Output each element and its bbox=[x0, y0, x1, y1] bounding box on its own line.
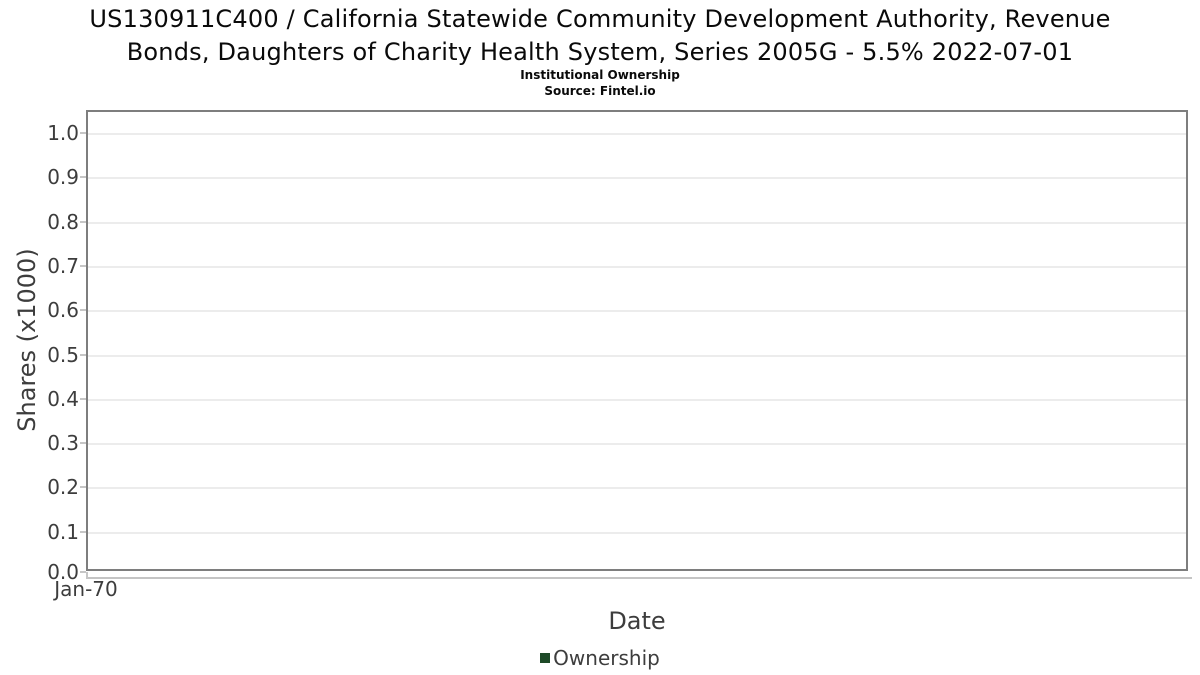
chart-title: US130911C400 / California Statewide Comm… bbox=[0, 3, 1200, 69]
y-gridline bbox=[88, 310, 1186, 313]
legend: Ownership bbox=[0, 646, 1200, 670]
y-tick-mark bbox=[80, 309, 86, 312]
y-gridline bbox=[88, 133, 1186, 135]
y-tick-label: 1.0 bbox=[47, 121, 79, 145]
x-axis-baseline bbox=[86, 577, 1192, 579]
y-tick-label: 0.8 bbox=[47, 209, 79, 234]
y-gridline bbox=[88, 221, 1186, 224]
y-gridline bbox=[88, 265, 1186, 268]
y-tick-label: 0.5 bbox=[47, 342, 79, 367]
y-tick-label: 0.4 bbox=[47, 386, 79, 411]
y-gridline bbox=[88, 443, 1186, 446]
chart-subtitle: Institutional Ownership bbox=[520, 68, 680, 82]
y-gridline bbox=[88, 531, 1186, 534]
y-tick-mark bbox=[80, 132, 86, 134]
y-gridline bbox=[88, 354, 1186, 357]
y-tick-mark bbox=[80, 530, 86, 533]
chart-title-line1: US130911C400 / California Statewide Comm… bbox=[89, 5, 1111, 33]
y-tick-mark bbox=[80, 442, 86, 445]
y-tick-label: 0.7 bbox=[47, 253, 79, 278]
plot-area bbox=[86, 110, 1188, 571]
y-tick-label: 0.0 bbox=[47, 560, 79, 584]
y-tick-mark bbox=[80, 486, 86, 489]
y-gridline bbox=[88, 487, 1186, 490]
y-tick-label: 0.1 bbox=[47, 519, 79, 544]
x-tick-mark bbox=[86, 572, 88, 578]
y-tick-label: 0.2 bbox=[47, 475, 79, 500]
x-axis-label: Date bbox=[608, 607, 666, 635]
y-gridline bbox=[88, 398, 1186, 401]
chart-title-line2: Bonds, Daughters of Charity Health Syste… bbox=[126, 38, 1074, 66]
y-tick-mark bbox=[80, 220, 86, 223]
y-tick-mark bbox=[80, 176, 86, 179]
y-tick-label: 0.6 bbox=[47, 298, 79, 323]
x-tick-label: Jan-70 bbox=[54, 577, 118, 601]
y-tick-mark bbox=[80, 397, 86, 400]
legend-marker-ownership bbox=[540, 653, 551, 663]
y-tick-label: 0.9 bbox=[47, 165, 79, 190]
chart-source-label: Source: Fintel.io bbox=[544, 84, 656, 98]
y-gridline bbox=[88, 177, 1186, 180]
y-tick-mark bbox=[80, 353, 86, 356]
legend-label-ownership: Ownership bbox=[553, 646, 660, 670]
y-tick-mark bbox=[80, 264, 86, 267]
y-tick-label: 0.3 bbox=[47, 431, 79, 456]
y-tick-mark bbox=[80, 571, 86, 573]
